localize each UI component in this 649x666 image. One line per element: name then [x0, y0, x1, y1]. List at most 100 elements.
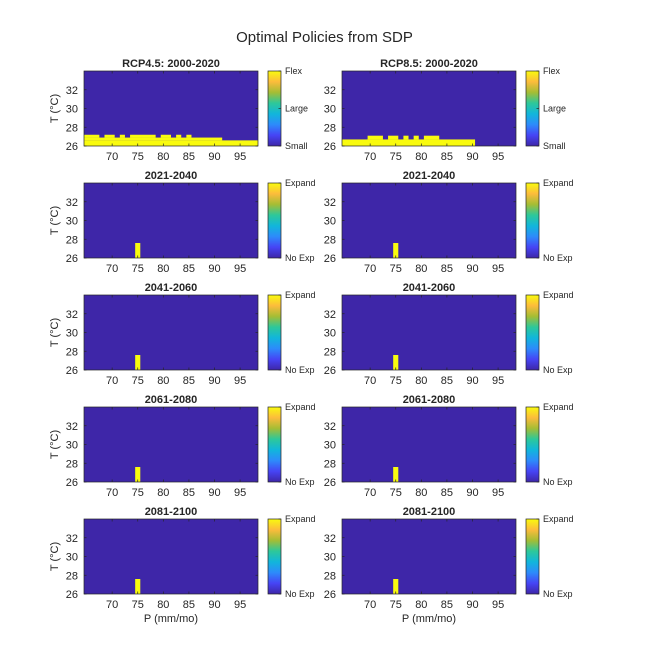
y-tick-label: 30 — [324, 328, 336, 340]
x-tick-label: 90 — [466, 263, 478, 275]
x-tick-label: 80 — [157, 487, 169, 499]
heatmap-cell — [160, 134, 171, 138]
panel-left-1: 70 75 80 85 90 95 26 28 30 32 2021-2040 T (°C) No Ex… — [49, 170, 316, 275]
colorbar-label: Flex — [285, 66, 303, 76]
panel-title: 2081-2100 — [145, 506, 198, 518]
panel-right-4: 70 75 80 85 90 95 26 28 30 32 2081-2100 P (mm/mo) No… — [324, 506, 574, 625]
y-tick-label: 28 — [324, 122, 336, 134]
y-tick-label: 32 — [66, 309, 78, 321]
panel-title: 2041-2060 — [403, 282, 456, 294]
y-tick-label: 32 — [324, 85, 336, 97]
colorbar — [267, 182, 282, 259]
y-tick-label: 32 — [324, 309, 336, 321]
panel-left-3: 70 75 80 85 90 95 26 28 30 32 2061-2080 T (°C) No Ex… — [49, 394, 316, 499]
heatmap-background — [342, 295, 516, 370]
colorbar-label: No Exp — [285, 365, 315, 375]
y-tick-label: 26 — [66, 477, 78, 489]
x-tick-label: 90 — [466, 375, 478, 387]
heatmap-background — [84, 519, 258, 594]
panel-title: 2021-2040 — [403, 170, 456, 182]
heatmap-background — [342, 519, 516, 594]
colorbar-label: Small — [285, 141, 308, 151]
colorbar — [525, 518, 540, 595]
colorbar-label: Expand — [543, 514, 574, 524]
x-tick-label: 70 — [364, 487, 376, 499]
panel-title: RCP8.5: 2000-2020 — [380, 58, 478, 70]
x-tick-label: 70 — [364, 375, 376, 387]
x-tick-label: 75 — [132, 375, 144, 387]
heatmap-cell — [84, 137, 223, 141]
heatmap-cell — [130, 134, 156, 138]
colorbar-label: No Exp — [285, 477, 315, 487]
y-tick-label: 30 — [66, 328, 78, 340]
heatmap-cell — [84, 140, 258, 146]
y-tick-label: 32 — [324, 421, 336, 433]
panel-left-2: 70 75 80 85 90 95 26 28 30 32 2041-2060 T (°C) No Ex… — [49, 282, 316, 387]
y-tick-label: 30 — [66, 552, 78, 564]
panel-title: 2061-2080 — [145, 394, 198, 406]
colorbar — [525, 406, 540, 483]
colorbar-label: Large — [543, 104, 566, 114]
heatmap-background — [84, 183, 258, 258]
heatmap-cell — [393, 467, 399, 482]
x-tick-label: 90 — [466, 487, 478, 499]
panel-right-2: 70 75 80 85 90 95 26 28 30 32 2041-2060 No Exp Expan… — [324, 282, 574, 387]
y-tick-label: 28 — [66, 346, 78, 358]
x-axis-label: P (mm/mo) — [144, 613, 198, 625]
panel-left-0: 70 75 80 85 90 95 26 28 30 32 RCP4.5: 2000-2020 T (… — [49, 58, 308, 163]
y-tick-label: 26 — [324, 365, 336, 377]
colorbar-label: No Exp — [543, 365, 573, 375]
x-tick-label: 70 — [106, 487, 118, 499]
y-axis-label: T (°C) — [49, 206, 61, 235]
colorbar — [267, 294, 282, 371]
x-tick-label: 70 — [106, 151, 118, 163]
x-tick-label: 95 — [234, 487, 246, 499]
y-tick-label: 30 — [66, 440, 78, 452]
x-tick-label: 95 — [492, 263, 504, 275]
heatmap-background — [342, 407, 516, 482]
y-axis-label: T (°C) — [49, 542, 61, 571]
heatmap-cell — [104, 134, 115, 138]
colorbar-label: No Exp — [285, 589, 315, 599]
y-tick-label: 28 — [324, 346, 336, 358]
colorbar-label: Expand — [285, 514, 316, 524]
x-tick-label: 95 — [234, 263, 246, 275]
y-tick-label: 32 — [66, 85, 78, 97]
heatmap-background — [84, 407, 258, 482]
colorbar-label: Expand — [285, 402, 316, 412]
heatmap-cell — [423, 135, 440, 140]
colorbar — [267, 406, 282, 483]
x-tick-label: 85 — [441, 599, 453, 611]
y-tick-label: 28 — [66, 122, 78, 134]
colorbar-label: No Exp — [543, 253, 573, 263]
y-tick-label: 28 — [324, 234, 336, 246]
x-tick-label: 95 — [234, 151, 246, 163]
x-tick-label: 95 — [492, 375, 504, 387]
colorbar-label: Expand — [543, 402, 574, 412]
y-tick-label: 26 — [324, 589, 336, 601]
heatmap-cell — [186, 134, 192, 138]
panel-right-3: 70 75 80 85 90 95 26 28 30 32 2061-2080 No Exp Expan… — [324, 394, 574, 499]
heatmap-background — [342, 183, 516, 258]
heatmap-cell — [413, 135, 419, 140]
panel-right-1: 70 75 80 85 90 95 26 28 30 32 2021-2040 No Exp Expan… — [324, 170, 574, 275]
heatmap-cell — [135, 467, 141, 482]
x-tick-label: 90 — [208, 151, 220, 163]
heatmap-cell — [176, 134, 182, 138]
x-tick-label: 75 — [390, 151, 402, 163]
colorbar-label: Expand — [285, 178, 316, 188]
y-tick-label: 26 — [324, 141, 336, 153]
x-tick-label: 75 — [132, 487, 144, 499]
x-tick-label: 90 — [208, 599, 220, 611]
x-tick-label: 90 — [208, 487, 220, 499]
heatmap-cell — [367, 135, 383, 140]
heatmap-cell — [135, 355, 141, 370]
x-tick-label: 75 — [132, 599, 144, 611]
y-tick-label: 30 — [324, 440, 336, 452]
heatmap-cell — [342, 139, 476, 146]
x-tick-label: 85 — [441, 375, 453, 387]
y-tick-label: 28 — [324, 458, 336, 470]
x-tick-label: 70 — [364, 599, 376, 611]
panel-left-4: 70 75 80 85 90 95 26 28 30 32 2081-2100 T (°C) P (mm… — [49, 506, 316, 625]
x-tick-label: 80 — [415, 599, 427, 611]
